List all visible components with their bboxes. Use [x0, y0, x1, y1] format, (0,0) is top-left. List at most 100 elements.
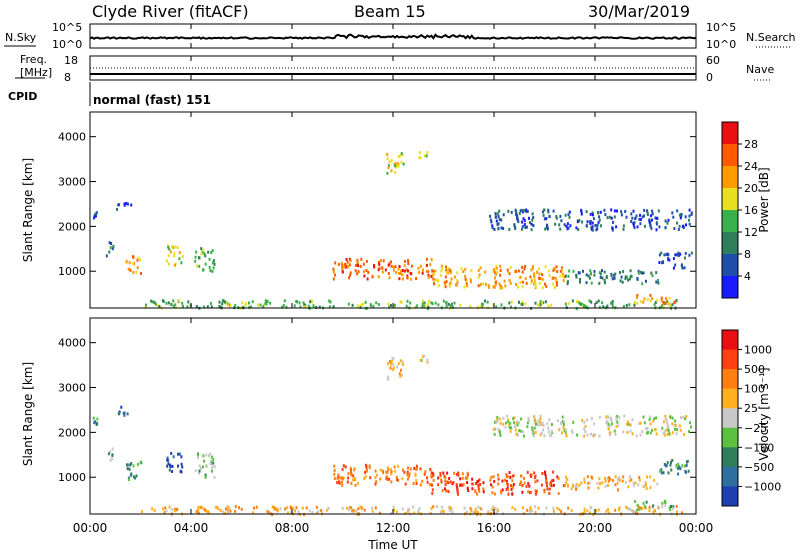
velocity-cell	[605, 509, 608, 513]
velocity-cell	[615, 425, 618, 429]
velocity-cell	[464, 476, 467, 480]
velocity-cell	[198, 464, 201, 468]
power-cell	[173, 254, 176, 258]
power-cell	[437, 279, 440, 283]
power-cell	[132, 255, 135, 259]
power-cell	[663, 253, 666, 257]
power-cell	[481, 305, 484, 309]
power-cell	[349, 273, 352, 277]
power-cell	[678, 224, 681, 228]
power-cell	[541, 277, 544, 281]
power-cell	[531, 212, 534, 216]
velocity-cell	[176, 507, 179, 511]
velocity-cell	[333, 469, 336, 472]
power-cell	[498, 282, 501, 286]
velocity-colorbar-tick: −1000	[744, 480, 781, 493]
velocity-cell	[424, 470, 427, 474]
power-cell	[517, 220, 520, 224]
velocity-cell	[649, 422, 652, 426]
velocity-cell	[607, 422, 610, 426]
velocity-cell	[478, 478, 481, 482]
velocity-cell	[654, 428, 657, 432]
nsearch-tick-top: 10^5	[706, 21, 736, 34]
velocity-cell	[545, 506, 548, 510]
power-cell	[218, 300, 221, 304]
power-cell	[508, 227, 511, 231]
velocity-cell	[165, 509, 168, 513]
velocity-cell	[516, 422, 519, 425]
power-cell	[495, 266, 498, 270]
time-axis: 00:00 04:00 08:00 12:00 16:00 20:00 00:00	[73, 24, 713, 535]
velocity-cell	[596, 481, 599, 485]
velocity-cell	[509, 475, 512, 479]
power-cell	[559, 214, 562, 218]
power-cell	[384, 268, 387, 272]
velocity-cell	[531, 426, 534, 430]
power-cell	[200, 252, 203, 256]
power-cell	[538, 281, 541, 285]
velocity-cell	[492, 505, 495, 509]
velocity-cell	[611, 479, 614, 482]
power-data	[92, 150, 693, 311]
power-cell	[398, 265, 401, 268]
power-echo-region	[105, 241, 115, 258]
power-cell	[690, 211, 693, 215]
velocity-cell	[562, 423, 565, 427]
velocity-cell	[595, 509, 597, 513]
power-cell	[555, 281, 558, 284]
power-cell	[445, 280, 448, 284]
power-cell	[311, 300, 314, 304]
velocity-cell	[444, 483, 447, 487]
velocity-cell	[462, 483, 465, 487]
power-cell	[688, 214, 691, 218]
power-cell	[566, 222, 569, 226]
velocity-cell	[636, 508, 639, 512]
velocity-cell	[430, 474, 433, 478]
power-cell	[537, 303, 540, 307]
velocity-cell	[587, 481, 590, 485]
power-cell	[380, 259, 382, 263]
power-cell	[677, 254, 680, 258]
velocity-cell	[227, 511, 229, 515]
power-cell	[502, 227, 505, 230]
velocity-cell	[140, 510, 143, 514]
power-cell	[610, 274, 613, 278]
velocity-cell	[129, 463, 132, 467]
velocity-cell	[284, 507, 287, 511]
velocity-cell	[401, 373, 404, 377]
power-cell	[446, 271, 449, 275]
power-cell	[410, 272, 413, 276]
velocity-colorbar-tick: 25	[744, 402, 758, 415]
velocity-cell	[505, 479, 508, 483]
power-cell	[415, 277, 418, 280]
velocity-cell	[563, 419, 565, 423]
power-cell	[594, 224, 597, 227]
power-cell	[688, 253, 691, 257]
power-cell	[559, 269, 562, 273]
velocity-cell	[364, 463, 367, 467]
power-cell	[662, 302, 665, 306]
velocity-cell	[567, 484, 569, 488]
power-cell	[229, 304, 232, 307]
power-cell	[598, 215, 601, 219]
power-cell	[227, 302, 230, 306]
velocity-cell	[653, 478, 656, 482]
power-cell	[494, 276, 496, 280]
velocity-cell	[402, 362, 405, 366]
power-cell	[608, 215, 611, 219]
power-cell	[388, 262, 391, 266]
velocity-cell	[338, 479, 340, 483]
power-cell	[397, 267, 400, 271]
velocity-cell	[452, 481, 455, 484]
power-cell	[181, 301, 184, 305]
velocity-cell	[586, 433, 589, 437]
power-cell	[127, 267, 130, 271]
power-cell	[421, 305, 424, 309]
power-cell	[445, 271, 448, 275]
velocity-cell	[580, 481, 583, 485]
velocity-cell	[474, 507, 477, 511]
velocity-cell	[566, 478, 569, 481]
velocity-cell	[511, 479, 514, 483]
power-cell	[208, 257, 211, 261]
power-cell	[318, 305, 321, 309]
